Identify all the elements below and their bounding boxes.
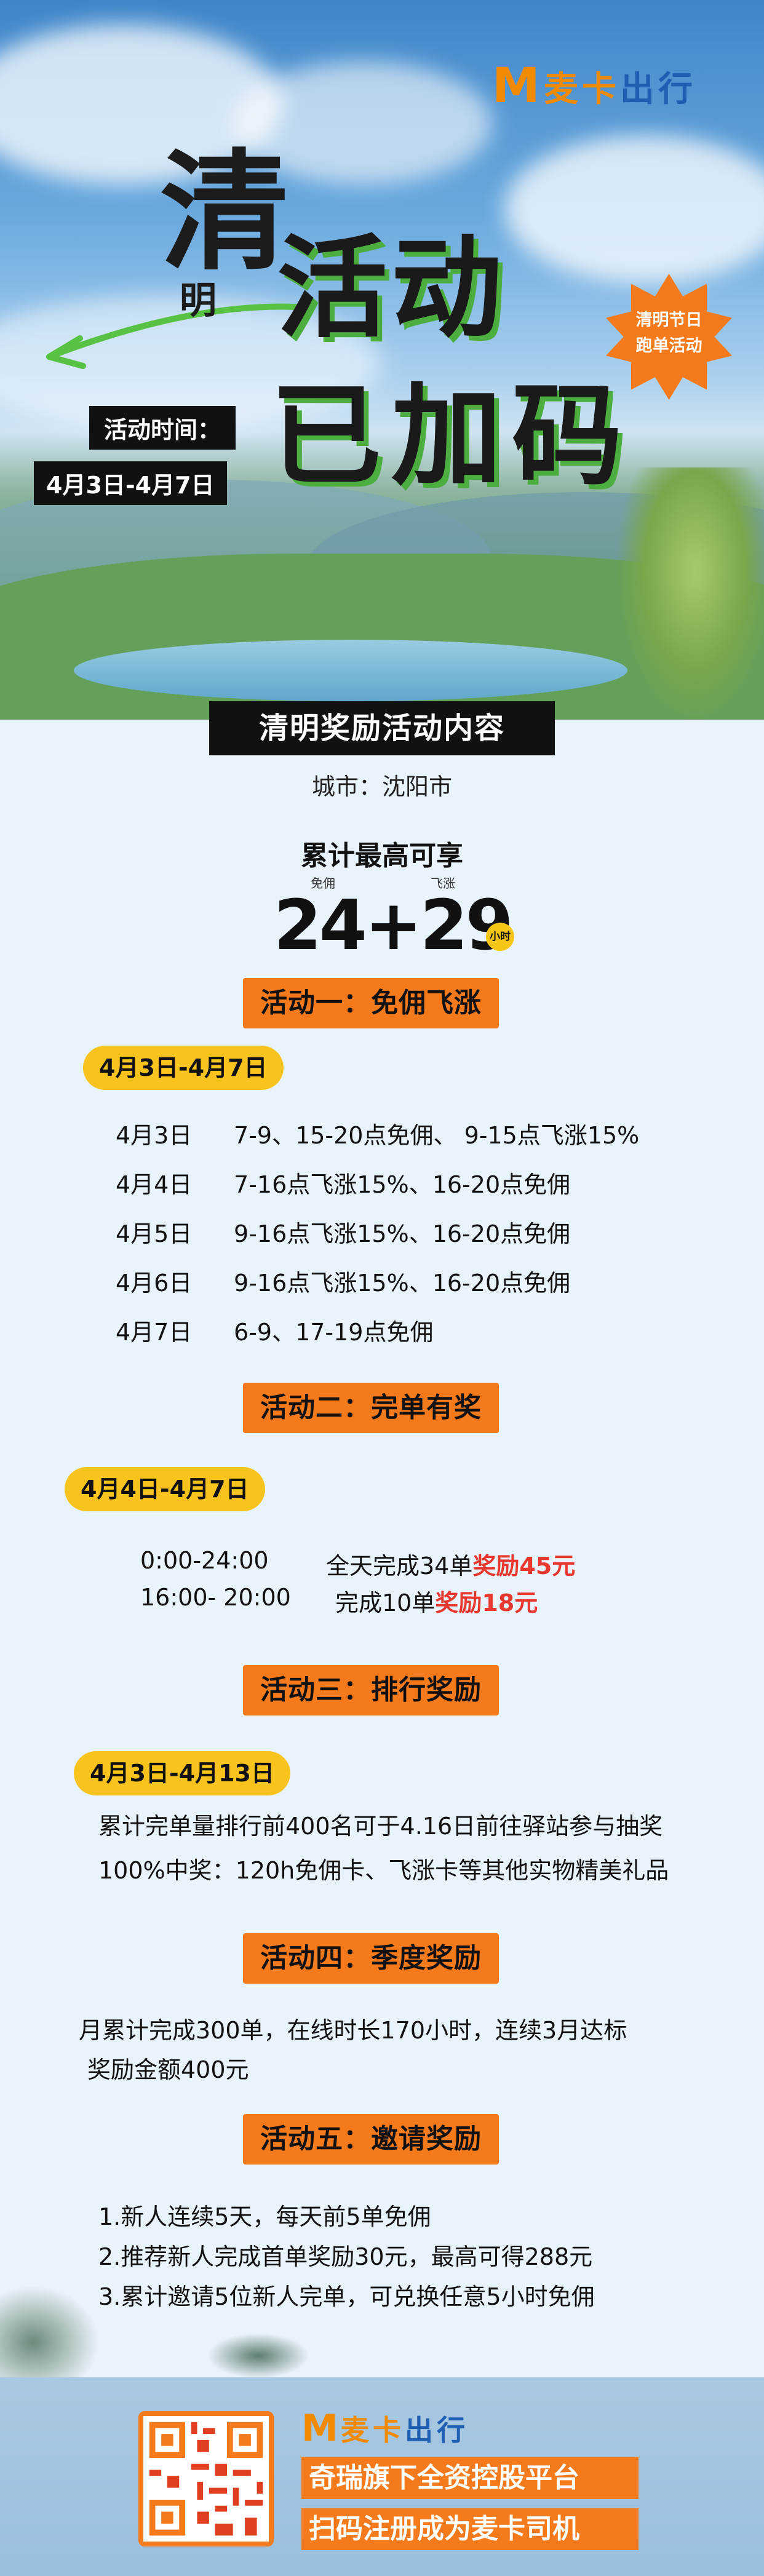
footer-brand-logo: M 麦卡出行 (301, 2408, 469, 2449)
plant-decoration (0, 2276, 111, 2387)
activity4-line2: 奖励金额400元 (87, 2056, 249, 2083)
swoosh-arrow-icon (46, 303, 311, 369)
cumulative-heading: 累计最高可享 (301, 840, 463, 872)
logo-icon: M (492, 58, 540, 114)
qr-code[interactable] (138, 2411, 274, 2546)
logo-icon: M (301, 2407, 338, 2450)
activity2-date-pill: 4月4日-4月7日 (65, 1467, 265, 1511)
activity1-row-date: 4月3日 (116, 1122, 193, 1149)
activity1-row-date: 4月5日 (116, 1220, 193, 1247)
qr-code-icon (143, 2416, 269, 2542)
activity-time-range: 4月3日-4月7日 (34, 461, 227, 505)
hero-qing-char: 清 (160, 136, 290, 288)
hero-title-line2: 已加码 (271, 372, 633, 501)
cloud (234, 62, 492, 185)
activity1-row-date: 4月7日 (116, 1319, 193, 1346)
activity1-row-desc: 6-9、17-19点免佣 (234, 1319, 434, 1346)
activity1-tab: 活动一：免佣飞涨 (243, 978, 499, 1028)
activity1-row-desc: 9-16点飞涨15%、16-20点免佣 (234, 1220, 571, 1247)
activity2-row-time: 16:00- 20:00 (140, 1584, 291, 1611)
activity4-line1: 月累计完成300单，在线时长170小时，连续3月达标 (79, 2017, 627, 2044)
activity1-row-desc: 7-16点飞涨15%、16-20点免佣 (234, 1171, 571, 1198)
reward-amount: 奖励18元 (435, 1589, 538, 1616)
hero-title-line1: 活动 (277, 225, 506, 353)
activity1-date-pill: 4月3日-4月7日 (83, 1046, 284, 1090)
activity3-line2: 100%中奖：120h免佣卡、飞涨卡等其他实物精美礼品 (98, 1857, 669, 1884)
label-boost: 飞涨 (431, 876, 455, 891)
hours-badge: 小时 (486, 923, 514, 951)
activity5-item: 1.新人连续5天，每天前5单免佣 (98, 2203, 431, 2230)
activity3-tab: 活动三：排行奖励 (243, 1665, 499, 1715)
brand-name: 麦卡出行 (544, 69, 696, 109)
brand-name: 麦卡出行 (341, 2414, 469, 2447)
activity2-row-desc: 全天完成34单奖励45元 (326, 1552, 576, 1580)
activity1-row-desc: 9-16点飞涨15%、16-20点免佣 (234, 1270, 571, 1297)
activity5-item: 2.推荐新人完成首单奖励30元，最高可得288元 (98, 2243, 593, 2270)
tree (615, 467, 764, 720)
hero-ming-char: 明 (180, 279, 217, 322)
activity3-line1: 累计完单量排行前400名可于4.16日前往驿站参与抽奖 (98, 1813, 663, 1840)
plant-decoration (203, 2331, 314, 2380)
activity5-tab: 活动五：邀请奖励 (243, 2114, 499, 2165)
reward-amount: 奖励45元 (472, 1552, 576, 1580)
lake (74, 640, 627, 701)
activity-time-label: 活动时间： (89, 406, 236, 450)
activity1-row-date: 4月6日 (116, 1270, 193, 1297)
footer-register-cta[interactable]: 扫码注册成为麦卡司机 (301, 2508, 639, 2550)
activity1-row-date: 4月4日 (116, 1171, 193, 1198)
brand-logo: M 麦卡出行 (492, 58, 696, 114)
city-label: 城市：沈阳市 (311, 773, 452, 800)
section-title: 清明奖励活动内容 (209, 701, 555, 755)
cloud (0, 25, 283, 185)
activity1-row-desc: 7-9、15-20点免佣、 9-15点飞涨15% (234, 1122, 640, 1149)
activity4-tab: 活动四：季度奖励 (243, 1933, 499, 1984)
max-hours-number: 24+29 (274, 886, 514, 966)
cloud (504, 135, 764, 283)
activity2-row-time: 0:00-24:00 (140, 1547, 269, 1574)
promo-burst-text: 清明节日 跑单活动 (635, 311, 702, 356)
activity2-tab: 活动二：完单有奖 (243, 1383, 499, 1433)
activity3-date-pill: 4月3日-4月13日 (74, 1751, 290, 1795)
activity2-row-desc: 完成10单奖励18元 (335, 1589, 538, 1616)
footer-slogan: 奇瑞旗下全资控股平台 (301, 2457, 639, 2499)
activity5-item: 3.累计邀请5位新人完单，可兑换任意5小时免佣 (98, 2283, 595, 2310)
label-free-commission: 免佣 (311, 876, 335, 891)
